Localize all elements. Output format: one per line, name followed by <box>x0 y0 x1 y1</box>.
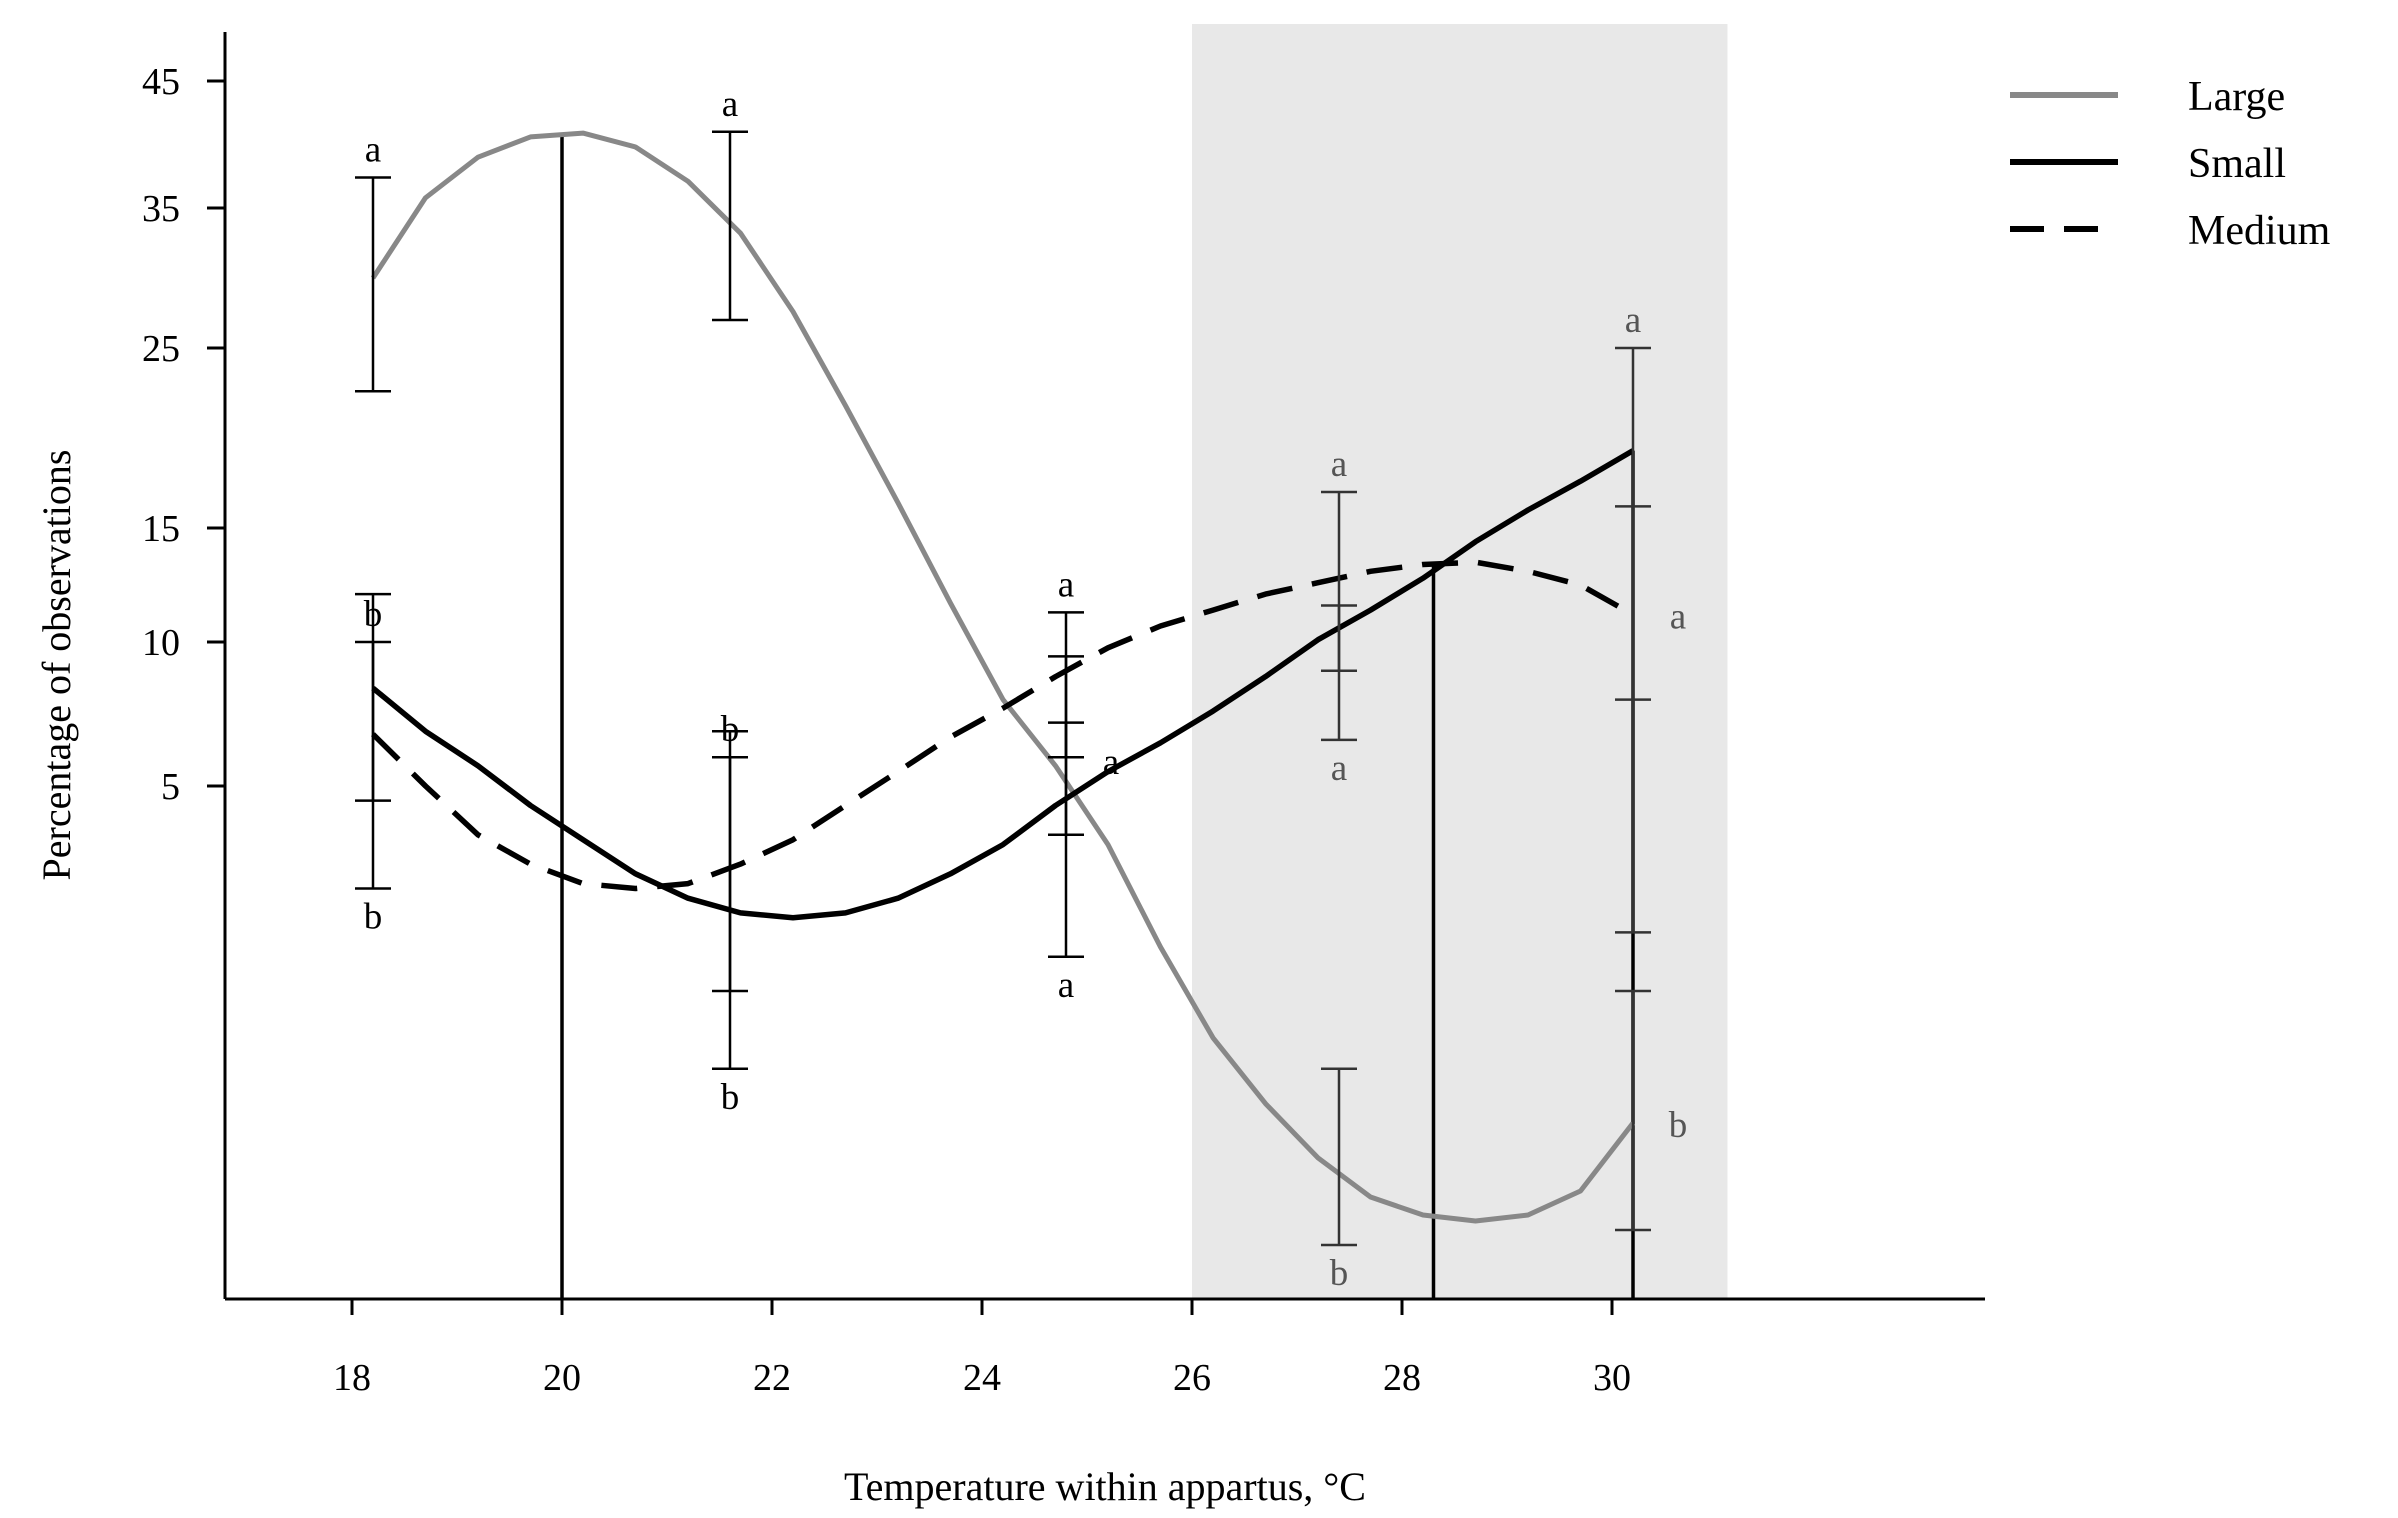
series-line-medium <box>371 559 1635 892</box>
x-tick-label: 24 <box>963 1357 1001 1399</box>
series-line-large <box>370 130 1635 1224</box>
significance-label: a <box>365 130 381 171</box>
series-curves <box>370 130 1635 1224</box>
y-tick-label: 15 <box>142 508 180 550</box>
significance-label: b <box>364 594 383 635</box>
significance-label: a <box>1625 300 1641 341</box>
y-tick-label: 10 <box>142 622 180 664</box>
y-axis-title: Percentage of observations <box>34 450 79 881</box>
significance-label: b <box>721 709 740 750</box>
legend-label-small: Small <box>2188 141 2286 187</box>
series-line-small <box>371 448 1635 921</box>
significance-label: a <box>1670 597 1686 638</box>
legend-label-medium: Medium <box>2188 208 2331 254</box>
significance-label: a <box>722 84 738 125</box>
x-tick-label: 22 <box>753 1357 791 1399</box>
significance-label: b <box>1669 1105 1688 1146</box>
y-ticks: 5 10 15 25 35 45 <box>142 61 225 808</box>
legend-label-large: Large <box>2188 74 2285 120</box>
axes <box>223 32 1985 1301</box>
significance-label: a <box>1058 564 1074 605</box>
significance-label: a <box>1103 742 1119 783</box>
x-ticks: 18 20 22 24 26 28 30 <box>333 1299 1631 1399</box>
y-tick-label: 45 <box>142 61 180 103</box>
significance-label: b <box>1330 1253 1349 1294</box>
x-tick-label: 28 <box>1383 1357 1421 1399</box>
error-bars <box>355 130 1651 1247</box>
legend: Large Small Medium <box>2010 74 2331 254</box>
x-tick-label: 18 <box>333 1357 371 1399</box>
shaded-region <box>1192 24 1728 1299</box>
significance-label: a <box>1331 444 1347 485</box>
significance-label: a <box>1331 748 1347 789</box>
significance-labels: a a a b b b b a a a b b a a a <box>364 84 1688 1294</box>
x-tick-label: 20 <box>543 1357 581 1399</box>
y-tick-label: 35 <box>142 188 180 230</box>
y-tick-label: 5 <box>161 766 180 808</box>
x-tick-label: 26 <box>1173 1357 1211 1399</box>
y-tick-label: 25 <box>142 328 180 370</box>
x-tick-label: 30 <box>1593 1357 1631 1399</box>
significance-label: b <box>721 1077 740 1118</box>
significance-label: a <box>1058 965 1074 1006</box>
significance-label: b <box>364 896 383 937</box>
x-axis-title: Temperature within appartus, °C <box>844 1464 1366 1509</box>
